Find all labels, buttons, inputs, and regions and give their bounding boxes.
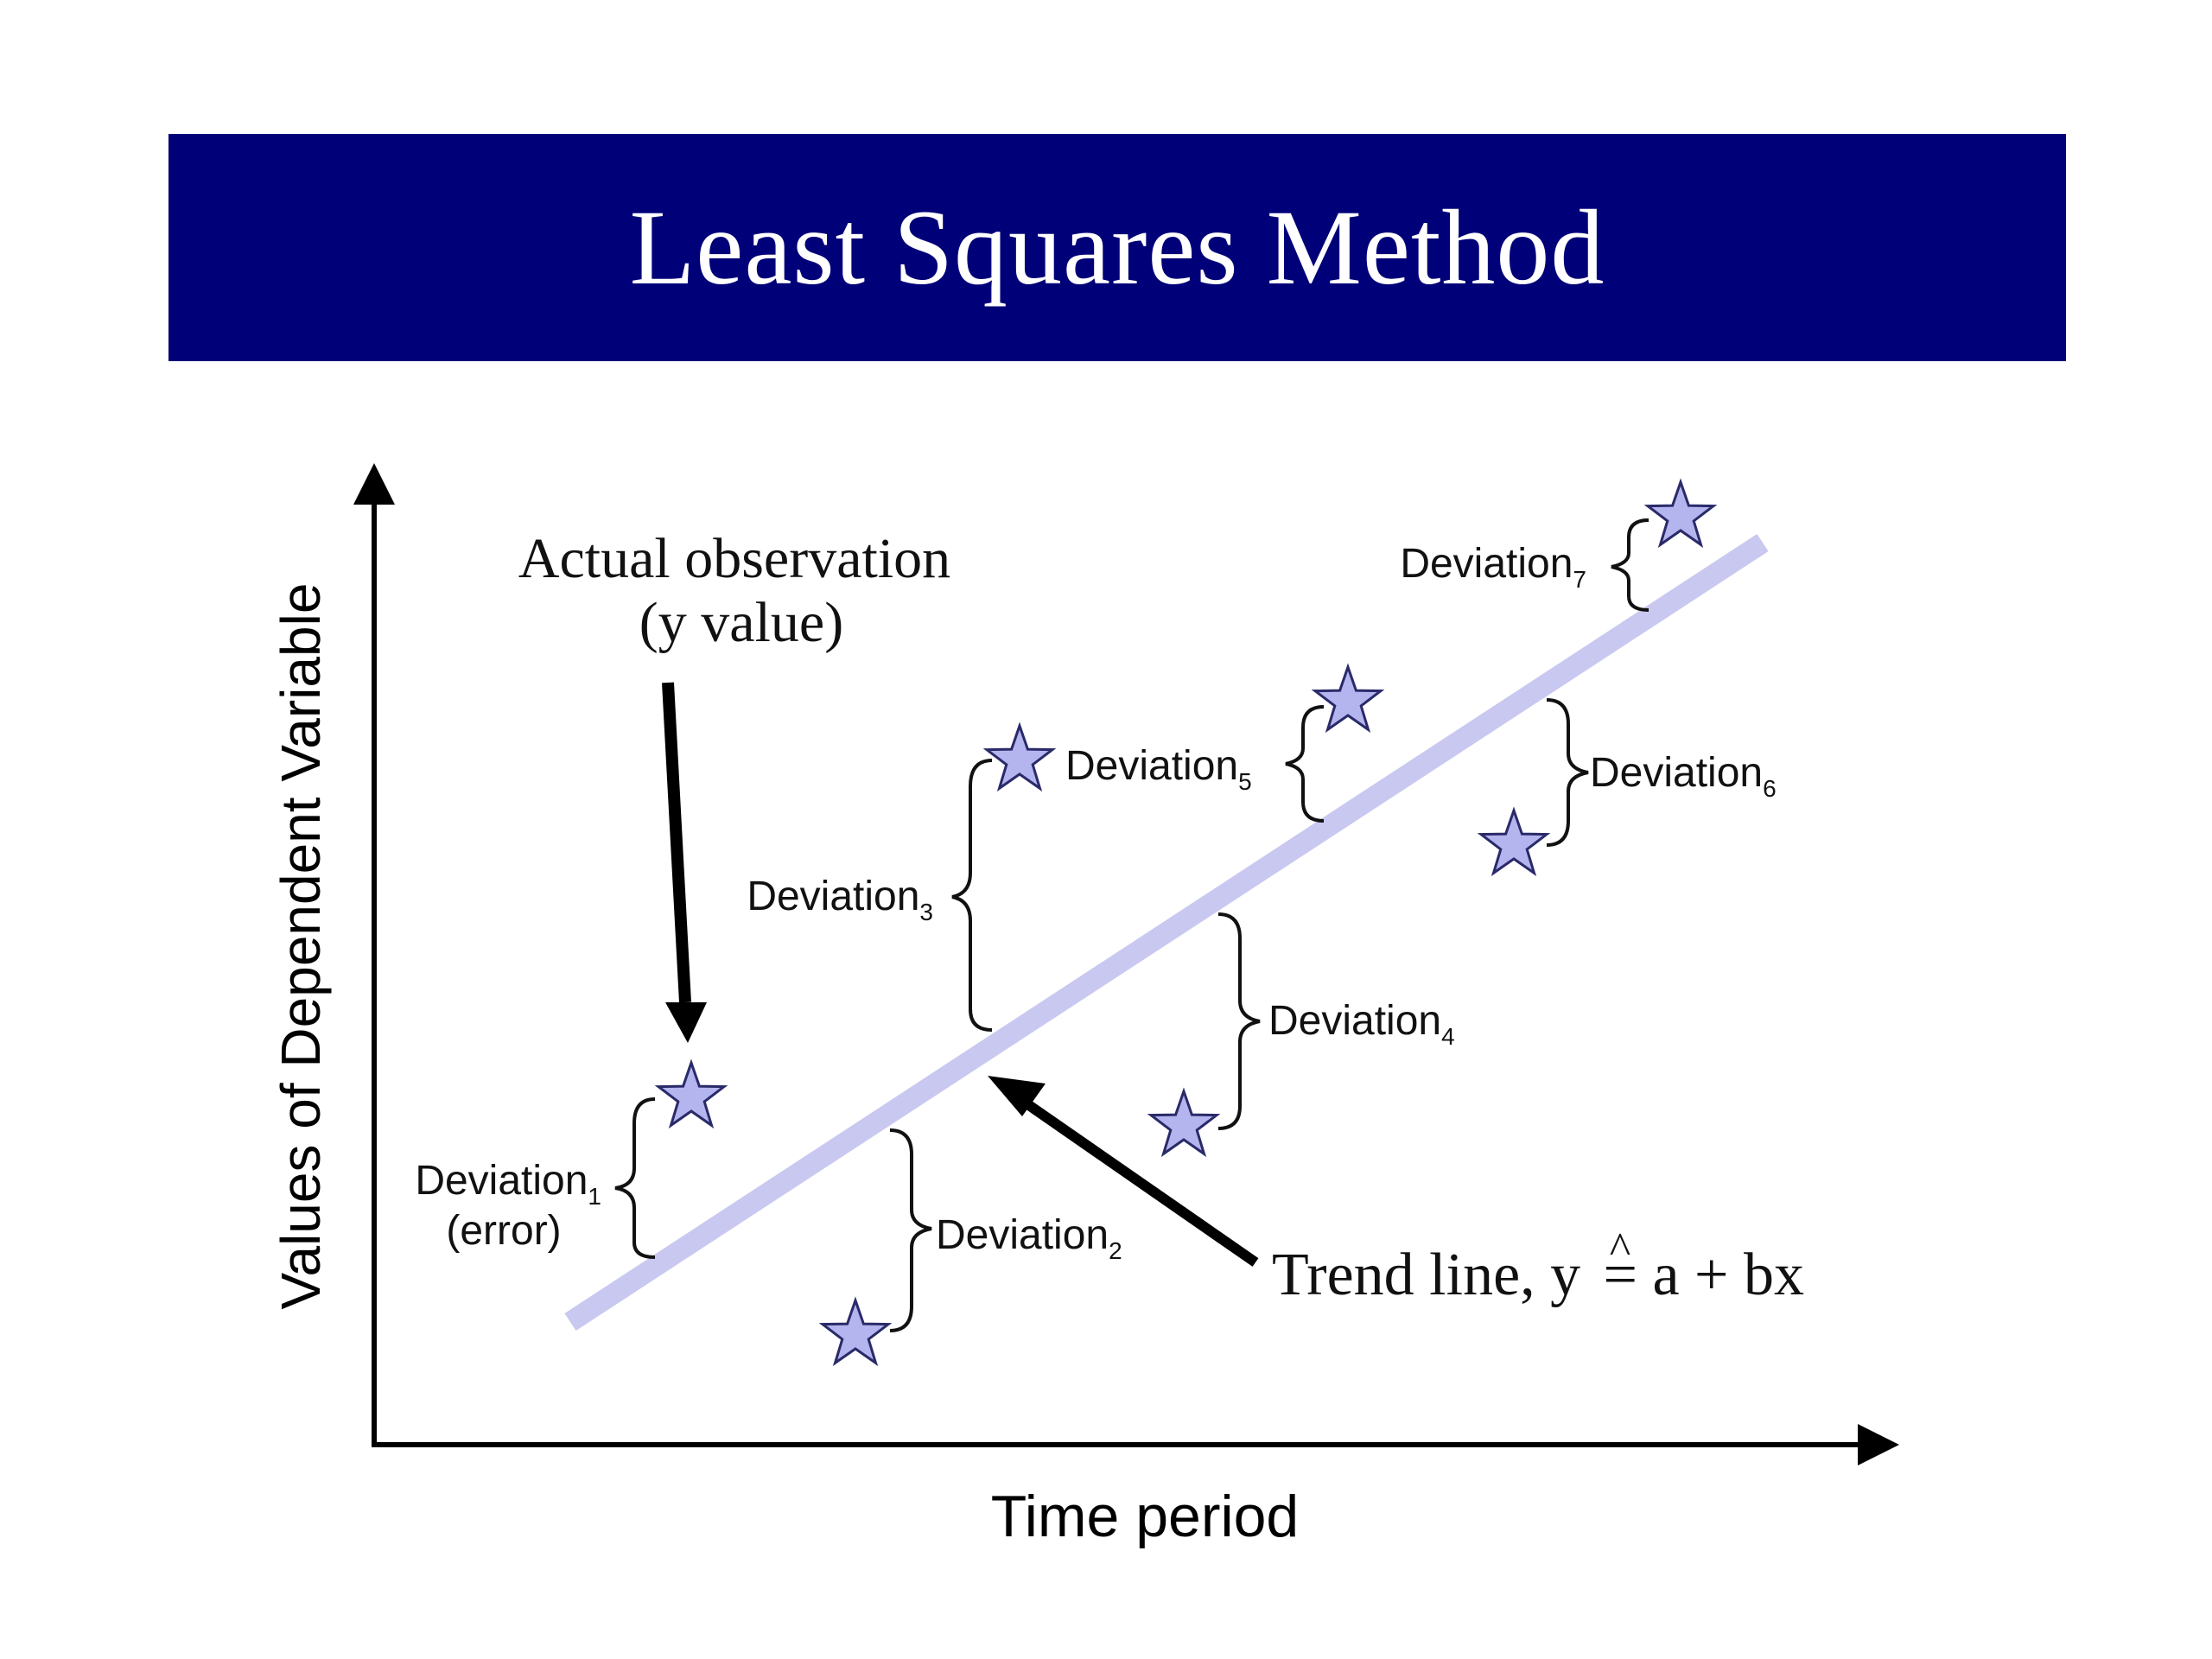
deviation-word: Deviation	[1590, 750, 1763, 796]
star-icon	[982, 721, 1057, 792]
deviation-subscript: 2	[1109, 1237, 1122, 1264]
curly-brace-icon	[1285, 705, 1325, 823]
curly-brace-icon	[1217, 912, 1261, 1130]
deviation-word: Deviation	[936, 1212, 1109, 1258]
deviation-word: Deviation	[1400, 541, 1573, 587]
star-icon	[1311, 663, 1385, 734]
deviation-6-label: Deviation6	[1590, 750, 1777, 802]
trend-label-hat: ^	[1610, 1224, 1630, 1274]
deviation-word: Deviation	[747, 874, 919, 919]
deviation-5-label: Deviation5	[1065, 743, 1252, 795]
star-icon	[1643, 478, 1718, 549]
curly-brace-icon	[889, 1128, 932, 1332]
trend-label-suffix: = a + bx	[1588, 1242, 1804, 1308]
star-icon	[818, 1296, 893, 1367]
deviation-1-label: Deviation1	[415, 1158, 601, 1210]
deviation-7-label: Deviation7	[1400, 541, 1586, 593]
deviation-word: Deviation	[1268, 998, 1441, 1044]
arrow-icon	[665, 1002, 707, 1043]
page-title: Least Squares Method	[629, 188, 1605, 307]
deviation-3-label: Deviation3	[747, 874, 933, 925]
arrow-icon	[988, 1076, 1046, 1116]
title-banner: Least Squares Method	[168, 134, 2066, 361]
deviation-2-label: Deviation2	[936, 1212, 1122, 1264]
curly-brace-icon	[1546, 698, 1589, 847]
curly-brace-icon	[951, 759, 993, 1032]
curly-brace-icon	[1611, 518, 1649, 612]
observation-arrow-shaft	[662, 682, 691, 1003]
observation-label-line1: Actual observation	[518, 527, 950, 590]
star-icon	[654, 1058, 728, 1129]
star-icon	[1147, 1087, 1221, 1158]
deviation-subscript: 7	[1573, 566, 1586, 593]
trend-label-prefix: Trend line, y	[1272, 1242, 1580, 1308]
observation-label-line2: (y value)	[639, 591, 843, 654]
error-label: (error)	[446, 1208, 561, 1254]
deviation-subscript: 1	[588, 1183, 601, 1210]
deviation-subscript: 4	[1441, 1023, 1455, 1050]
observation-points	[654, 478, 1718, 1367]
deviation-word: Deviation	[1065, 743, 1238, 789]
y-axis-label: Values of Dependent Variable	[270, 583, 332, 1310]
curly-brace-icon	[614, 1097, 656, 1259]
deviation-subscript: 6	[1763, 775, 1777, 802]
deviation-subscript: 5	[1238, 768, 1252, 795]
deviation-subscript: 3	[919, 899, 933, 925]
x-axis-label: Time period	[991, 1484, 1300, 1549]
trend-line	[564, 533, 1769, 1332]
trend-line-label: Trend line, y ^ = a + bx	[1272, 1224, 1804, 1308]
trend-arrow-shaft	[1020, 1097, 1259, 1267]
deviation-word: Deviation	[415, 1158, 588, 1204]
star-icon	[1477, 806, 1551, 877]
deviation-4-label: Deviation4	[1268, 998, 1455, 1050]
